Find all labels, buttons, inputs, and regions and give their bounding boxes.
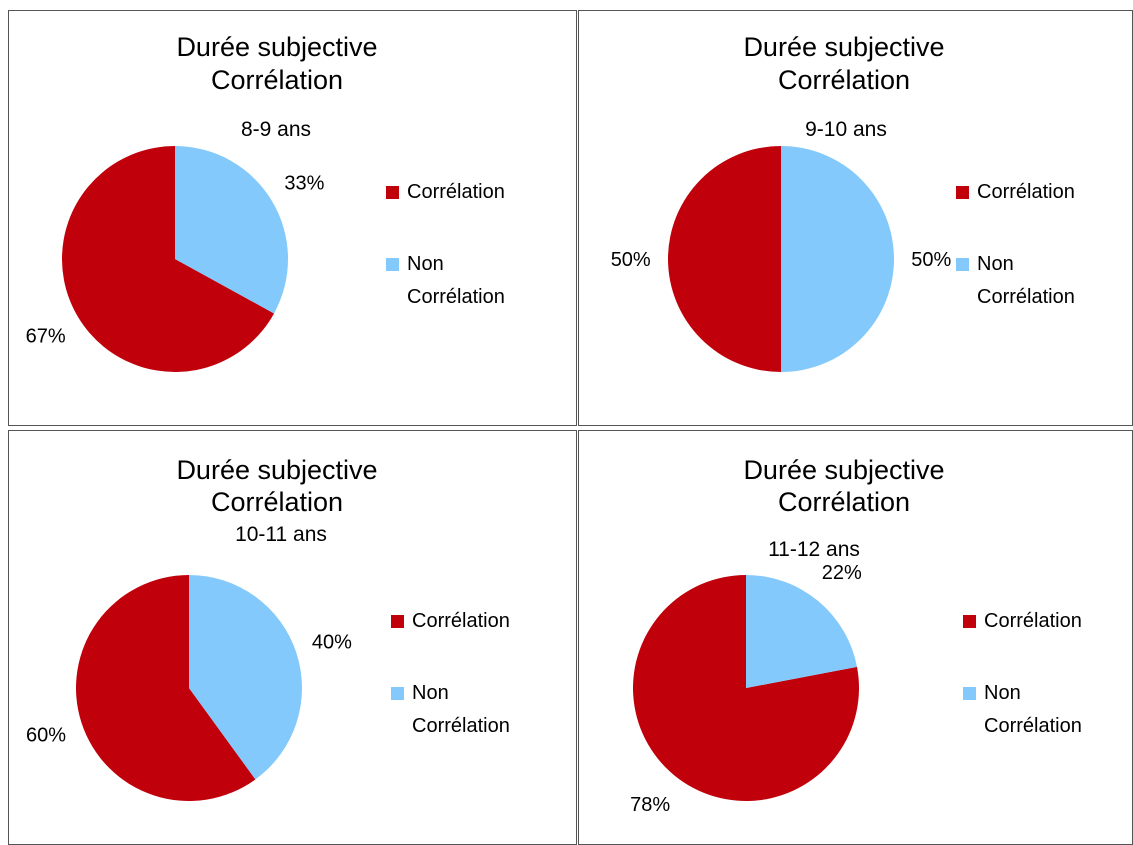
legend-label: Corrélation: [984, 610, 1082, 632]
chart-title: Durée subjective: [743, 32, 944, 62]
data-label: 50%: [911, 249, 951, 271]
pie-slice: [189, 575, 302, 780]
legend-swatch: [391, 687, 404, 700]
chart-title: Durée subjective: [176, 32, 377, 62]
legend-swatch: [963, 615, 976, 628]
chart-subtitle: 10-11 ans: [235, 523, 327, 546]
pie-slice: [746, 575, 857, 688]
chart-title: Corrélation: [211, 65, 343, 95]
data-label: 22%: [822, 562, 862, 584]
legend-swatch: [386, 186, 399, 199]
data-label: 78%: [630, 794, 670, 816]
legend-label: Corrélation: [407, 181, 505, 203]
legend-swatch: [956, 258, 969, 271]
chart-subtitle: 11-12 ans: [768, 538, 860, 561]
chart-title: Corrélation: [778, 487, 910, 517]
chart-panel: Durée subjective Corrélation 8-9 ans 67% 33%…: [8, 10, 577, 426]
chart-title: Durée subjective: [743, 455, 944, 485]
pie-slice: [781, 146, 894, 372]
chart-panel: Durée subjective Corrélation 11-12 ans 78% 2…: [578, 430, 1133, 845]
pie-slice: [175, 146, 288, 314]
chart-title: Durée subjective: [176, 455, 377, 485]
chart-title: Corrélation: [211, 487, 343, 517]
legend-swatch: [963, 687, 976, 700]
data-label: 33%: [284, 172, 324, 194]
pie-slice: [633, 575, 859, 801]
legend-swatch: [391, 615, 404, 628]
pie-slice: [75, 575, 256, 801]
legend-swatch: [956, 186, 969, 199]
data-label: 40%: [312, 632, 352, 654]
chart-subtitle: 8-9 ans: [241, 118, 311, 141]
data-label: 67%: [26, 326, 66, 348]
legend-label: Non Corrélation: [984, 682, 1082, 737]
chart-panel: Durée subjective Corrélation 9-10 ans 50% 50…: [578, 10, 1133, 426]
legend-label: Corrélation: [412, 610, 510, 632]
chart-title: Corrélation: [778, 65, 910, 95]
legend-label: Non Corrélation: [412, 682, 510, 737]
chart-subtitle: 9-10 ans: [805, 118, 887, 141]
pie-slice: [668, 146, 781, 372]
data-label: 50%: [611, 249, 651, 271]
legend-label: Corrélation: [977, 181, 1075, 203]
legend-label: Non Corrélation: [977, 253, 1075, 308]
data-label: 60%: [26, 724, 66, 746]
pie-slice: [61, 146, 275, 372]
legend-label: Non Corrélation: [407, 253, 505, 308]
legend-swatch: [386, 258, 399, 271]
chart-panel: Durée subjective Corrélation 10-11 ans 60% 4…: [8, 430, 577, 845]
